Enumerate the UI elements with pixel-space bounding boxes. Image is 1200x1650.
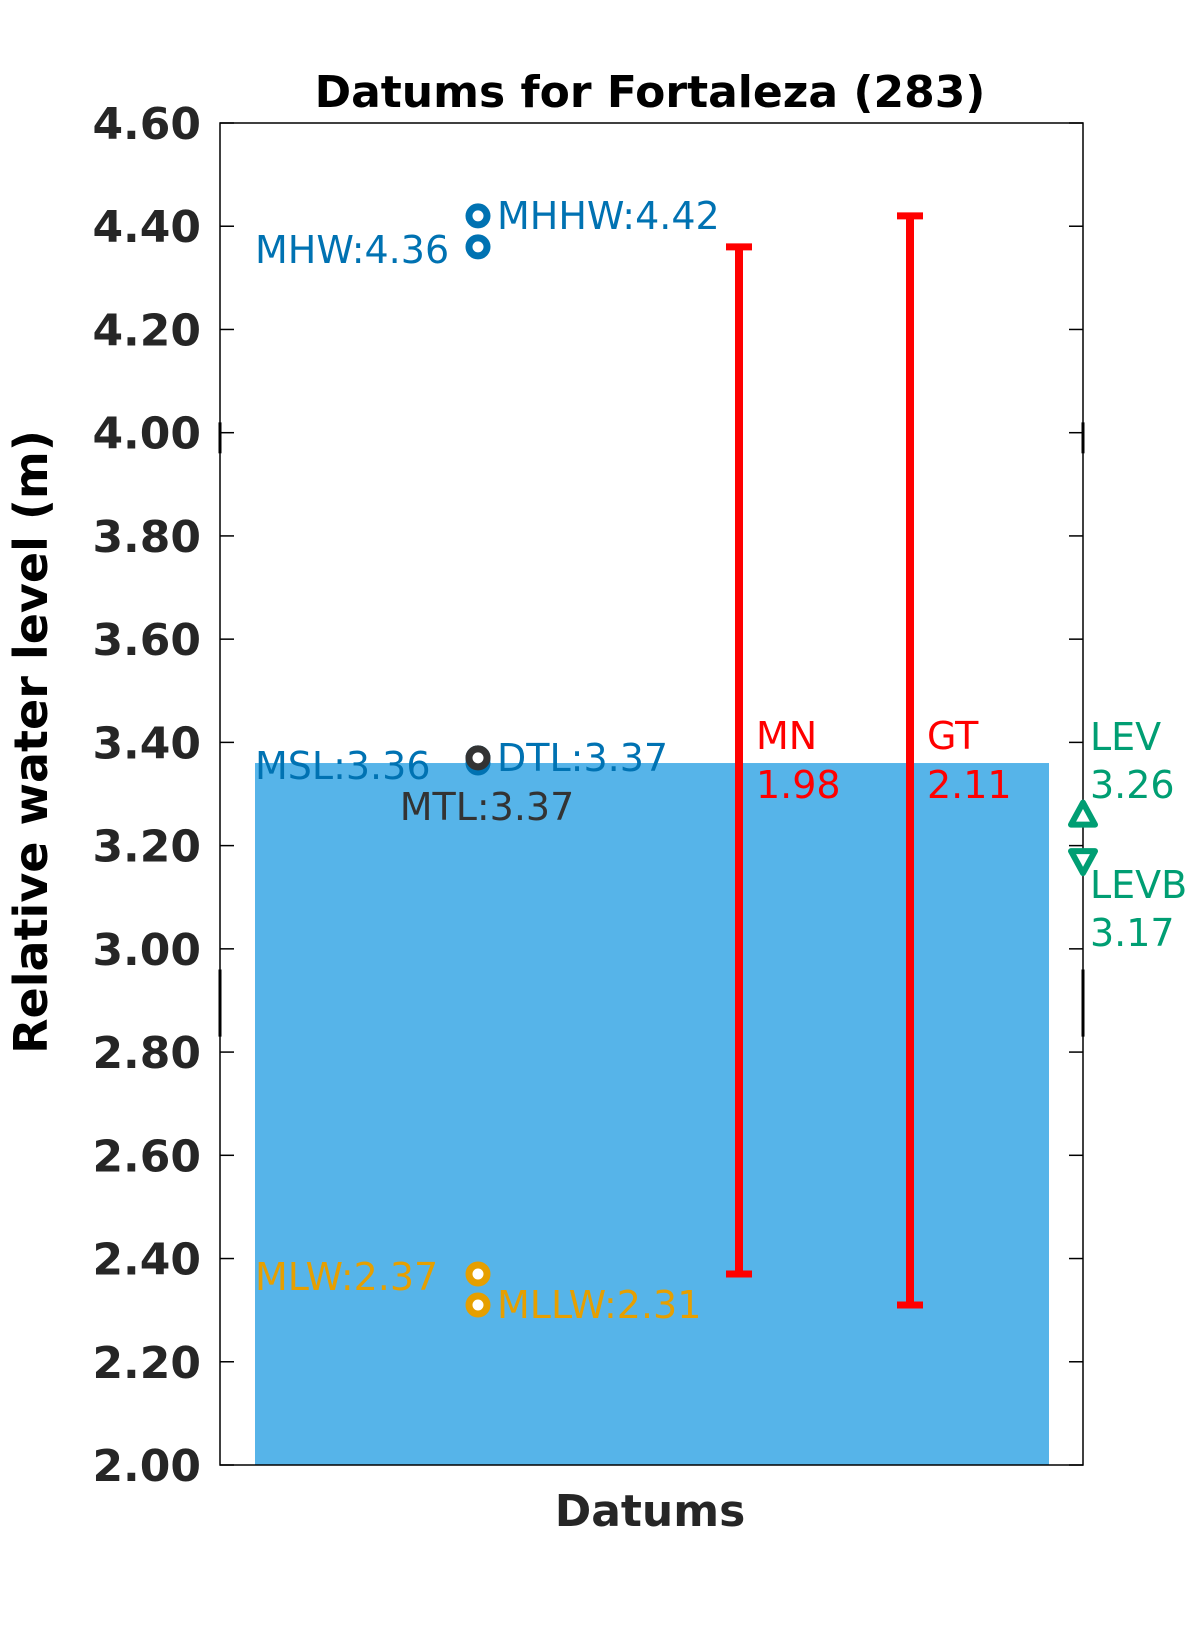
datum-label: MLW:2.37 bbox=[255, 1255, 438, 1299]
datum-label: MHHW:4.42 bbox=[497, 194, 720, 238]
datum-dtl: DTL:3.37 bbox=[465, 736, 668, 780]
datum-marker bbox=[465, 203, 491, 229]
range-name-label: MN bbox=[756, 714, 817, 758]
y-tick-label: 3.60 bbox=[92, 615, 201, 666]
range-value-label: 2.11 bbox=[927, 763, 1012, 807]
extreme-value-label: 3.26 bbox=[1090, 763, 1175, 807]
datum-marker bbox=[465, 1292, 491, 1318]
y-tick-label: 2.80 bbox=[92, 1028, 201, 1079]
range-mn: MN 1.98 bbox=[726, 243, 841, 1278]
extreme-marker bbox=[1068, 848, 1098, 877]
datum-mhhw: MHHW:4.42 bbox=[465, 194, 720, 238]
datum-marker bbox=[465, 234, 491, 260]
x-axis-label: Datums bbox=[555, 1486, 746, 1537]
y-tick-label: 4.20 bbox=[92, 305, 201, 356]
datum-label: MLLW:2.31 bbox=[497, 1283, 701, 1327]
datum-marker bbox=[465, 1261, 491, 1287]
bar-msl bbox=[255, 763, 1049, 1465]
chart-title: Datums for Fortaleza (283) bbox=[315, 67, 986, 118]
datum-mllw: MLLW:2.31 bbox=[465, 1283, 701, 1327]
extreme-marker bbox=[1068, 799, 1098, 828]
y-axis-label: Relative water level (m) bbox=[4, 430, 58, 1054]
range-name-label: GT bbox=[927, 714, 979, 758]
y-tick-label: 2.60 bbox=[92, 1131, 201, 1182]
y-tick-label: 3.00 bbox=[92, 925, 201, 976]
extreme-value-label: 3.17 bbox=[1090, 911, 1175, 955]
datum-label: MHW:4.36 bbox=[255, 228, 449, 272]
y-tick-label: 4.60 bbox=[92, 99, 201, 150]
datum-label: MSL:3.36 bbox=[255, 744, 431, 788]
y-tick-label: 2.20 bbox=[92, 1338, 201, 1389]
y-tick-label: 2.00 bbox=[92, 1441, 201, 1492]
y-tick-label: 4.00 bbox=[92, 409, 201, 460]
extreme-name-label: LEV bbox=[1090, 715, 1161, 759]
datum-mlw: MLW:2.37 bbox=[255, 1255, 491, 1299]
datum-label: DTL:3.37 bbox=[497, 736, 668, 780]
datum-mtl: MTL:3.37 bbox=[400, 745, 575, 829]
y-tick-label: 2.40 bbox=[92, 1235, 201, 1286]
range-value-label: 1.98 bbox=[756, 763, 841, 807]
y-tick-label: 3.20 bbox=[92, 822, 201, 873]
range-gt: GT 2.11 bbox=[897, 212, 1012, 1309]
plot-frame bbox=[219, 122, 1084, 1466]
y-tick-label: 4.40 bbox=[92, 202, 201, 253]
y-tick-label: 3.40 bbox=[92, 718, 201, 769]
datum-mhw: MHW:4.36 bbox=[255, 228, 491, 272]
datum-label: MTL:3.37 bbox=[400, 785, 575, 829]
extreme-name-label: LEVB bbox=[1090, 863, 1187, 907]
datum-marker bbox=[465, 745, 491, 771]
y-tick-label: 3.80 bbox=[92, 512, 201, 563]
